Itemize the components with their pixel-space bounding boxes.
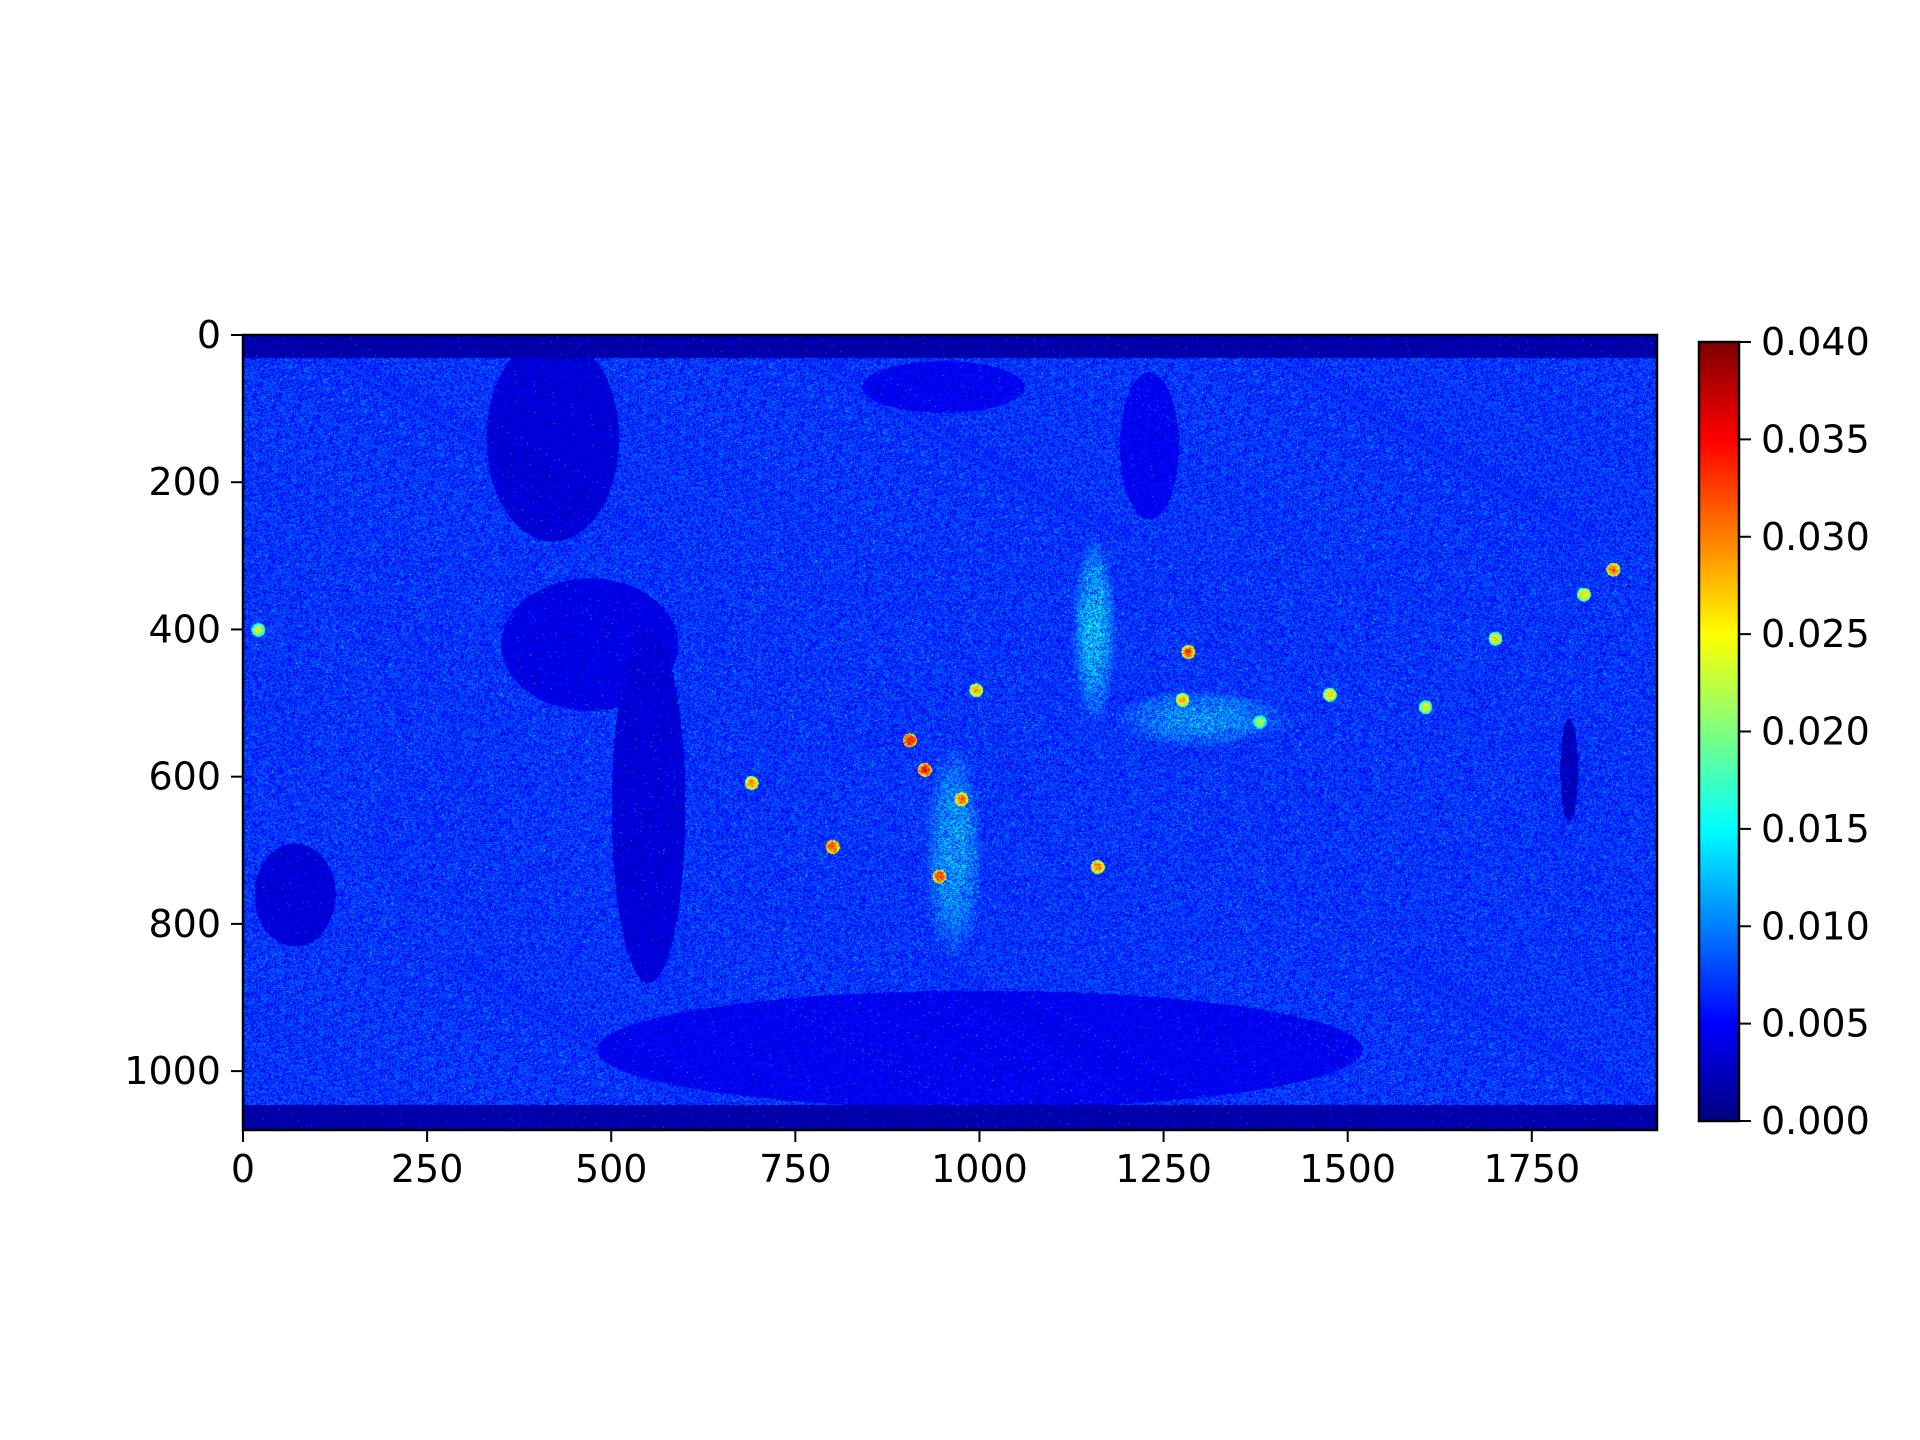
colorbar-tick-label: 0.030: [1761, 515, 1870, 559]
x-tick-label: 1750: [1483, 1147, 1580, 1191]
x-tick-label: 1000: [931, 1147, 1028, 1191]
colorbar: 0.000 0.005 0.010 0.015 0.020 0.025 0.030 0.035…: [1697, 320, 1870, 1143]
x-axis: 0 250 500 750 1000 1250 1500 1750: [231, 1130, 1580, 1191]
x-tick-label: 1500: [1299, 1147, 1396, 1191]
colorbar-axis: 0.000 0.005 0.010 0.015 0.020 0.025 0.030 0.035…: [1739, 320, 1870, 1143]
x-tick-label: 250: [391, 1147, 464, 1191]
heatmap-image: [243, 335, 1657, 1130]
colorbar-tick-label: 0.025: [1761, 612, 1870, 656]
y-tick-label: 1000: [124, 1049, 221, 1093]
y-tick-label: 800: [148, 902, 221, 946]
x-tick-label: 750: [759, 1147, 832, 1191]
y-tick-label: 600: [148, 755, 221, 799]
plot-frame: [241, 333, 1659, 1132]
colorbar-tick-label: 0.040: [1761, 320, 1870, 364]
colorbar-tick-label: 0.015: [1761, 807, 1870, 851]
x-tick-label: 500: [575, 1147, 648, 1191]
x-tick-label: 0: [231, 1147, 255, 1191]
colorbar-gradient-container: [1699, 342, 1739, 1121]
y-tick-label: 200: [148, 460, 221, 504]
x-tick-label: 1250: [1115, 1147, 1212, 1191]
y-axis: 0 200 400 600 800 1000: [124, 313, 243, 1093]
colorbar-tick-label: 0.020: [1761, 710, 1870, 754]
y-tick-label: 0: [197, 313, 221, 357]
colorbar-tick-label: 0.035: [1761, 417, 1870, 461]
colorbar-tick-label: 0.010: [1761, 904, 1870, 948]
plot-area: 0 250 500 750 1000 1250 1500 1750 0 200 400 600 800…: [124, 313, 1659, 1191]
heatmap-image-container: [243, 335, 1657, 1130]
colorbar-gradient: [1699, 342, 1739, 1121]
colorbar-tick-label: 0.000: [1761, 1099, 1870, 1143]
colorbar-tick-label: 0.005: [1761, 1002, 1870, 1046]
y-tick-label: 400: [148, 607, 221, 651]
